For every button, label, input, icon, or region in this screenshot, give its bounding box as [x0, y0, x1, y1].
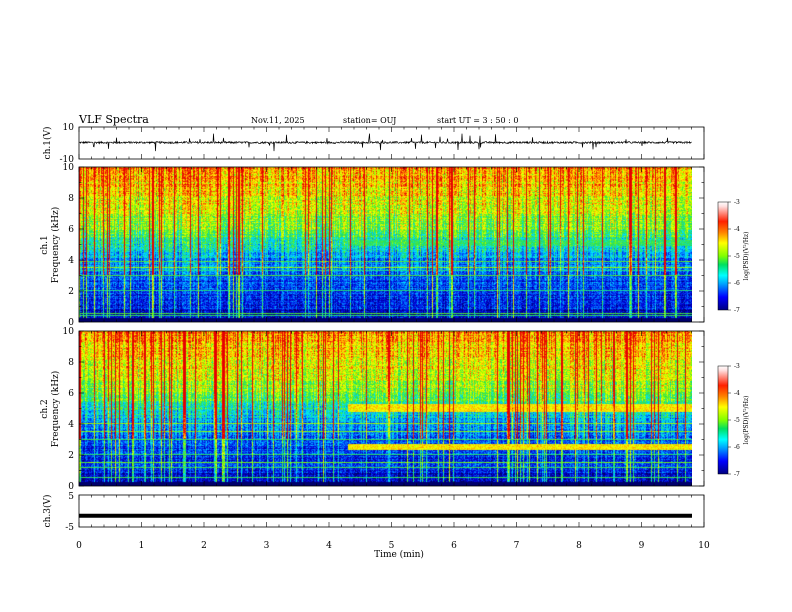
ch1-freq-ticks: 0 2 4 6 8 10	[63, 163, 704, 328]
start-time-label: start UT = 3 : 50 : 0	[437, 116, 518, 125]
ch1-ytick-bottom: -10	[60, 155, 75, 165]
x-tick-label: 5	[389, 541, 395, 551]
x-tick-label: 1	[139, 541, 145, 551]
freq-tick-label: 4	[68, 420, 74, 430]
freq-tick-label: 2	[68, 451, 74, 461]
colorbar-tick-label: -4	[734, 226, 740, 233]
x-tick-label: 3	[264, 541, 270, 551]
ch1-waveform-trace	[78, 133, 692, 152]
x-tick-label: 10	[698, 541, 710, 551]
freq-tick-label: 10	[63, 327, 75, 337]
ch2-colorbar	[718, 366, 728, 474]
ch1-channel-label: ch.1	[40, 235, 50, 254]
colorbar-tick-label: -4	[734, 390, 740, 397]
colorbar-tick-label: -7	[734, 307, 740, 314]
freq-tick-label: 4	[68, 256, 74, 266]
freq-tick-label: 0	[68, 318, 74, 328]
ch2-colorbar-label: log(PSD)(V²/Hz)	[743, 396, 750, 445]
ch3-ytick-bottom: -5	[65, 523, 74, 533]
colorbar-tick-label: -5	[734, 417, 740, 424]
station-label: station= OUJ	[343, 116, 396, 125]
colorbar-tick-label: -6	[734, 280, 740, 287]
ch2-spectrogram-image	[79, 331, 692, 486]
ch1-waveform-ylabel: ch.1(V)	[42, 127, 53, 160]
ch1-colorbar-label: log(PSD)(V²/Hz)	[743, 232, 750, 281]
ch3-ytick-top: 5	[68, 492, 74, 502]
colorbar-tick-label: -5	[734, 253, 740, 260]
ch2-freq-ticks: 0 2 4 6 8 10	[63, 327, 704, 492]
freq-tick-label: 0	[68, 482, 74, 492]
ch1-ytick-top: 10	[63, 123, 75, 133]
ch3-waveform-ylabel: ch.3(V)	[42, 495, 53, 528]
freq-tick-label: 2	[68, 287, 74, 297]
colorbar-tick-label: -3	[734, 363, 740, 370]
freq-tick-label: 10	[63, 163, 75, 173]
ch1-spectrogram-image	[79, 167, 692, 322]
freq-tick-label: 8	[68, 358, 74, 368]
time-ticks: 0 1 2 3 4 5 6 7 8 9 10	[76, 127, 710, 551]
colorbar-tick-label: -6	[734, 444, 740, 451]
chart-title: VLF Spectra	[78, 113, 149, 126]
x-tick-label: 8	[576, 541, 582, 551]
x-tick-label: 9	[639, 541, 645, 551]
ch1-frequency-ylabel: Frequency (kHz)	[50, 207, 61, 284]
ch2-colorbar-ticks: -3 -4 -5 -6 -7	[728, 363, 740, 478]
freq-tick-label: 6	[68, 225, 74, 235]
x-tick-label: 7	[514, 541, 520, 551]
colorbar-tick-label: -3	[734, 199, 740, 206]
colorbar-tick-label: -7	[734, 471, 740, 478]
ch1-colorbar-ticks: -3 -4 -5 -6 -7	[728, 199, 740, 314]
x-axis-label: Time (min)	[374, 549, 424, 560]
x-tick-label: 2	[201, 541, 207, 551]
freq-tick-label: 6	[68, 389, 74, 399]
x-tick-label: 4	[326, 541, 332, 551]
ch2-frequency-ylabel: Frequency (kHz)	[50, 371, 61, 448]
ch1-colorbar	[718, 202, 728, 310]
x-tick-label: 6	[451, 541, 457, 551]
freq-tick-label: 8	[68, 194, 74, 204]
x-tick-label: 0	[76, 541, 82, 551]
ch2-channel-label: ch.2	[40, 399, 50, 418]
date-label: Nov.11, 2025	[251, 116, 305, 125]
